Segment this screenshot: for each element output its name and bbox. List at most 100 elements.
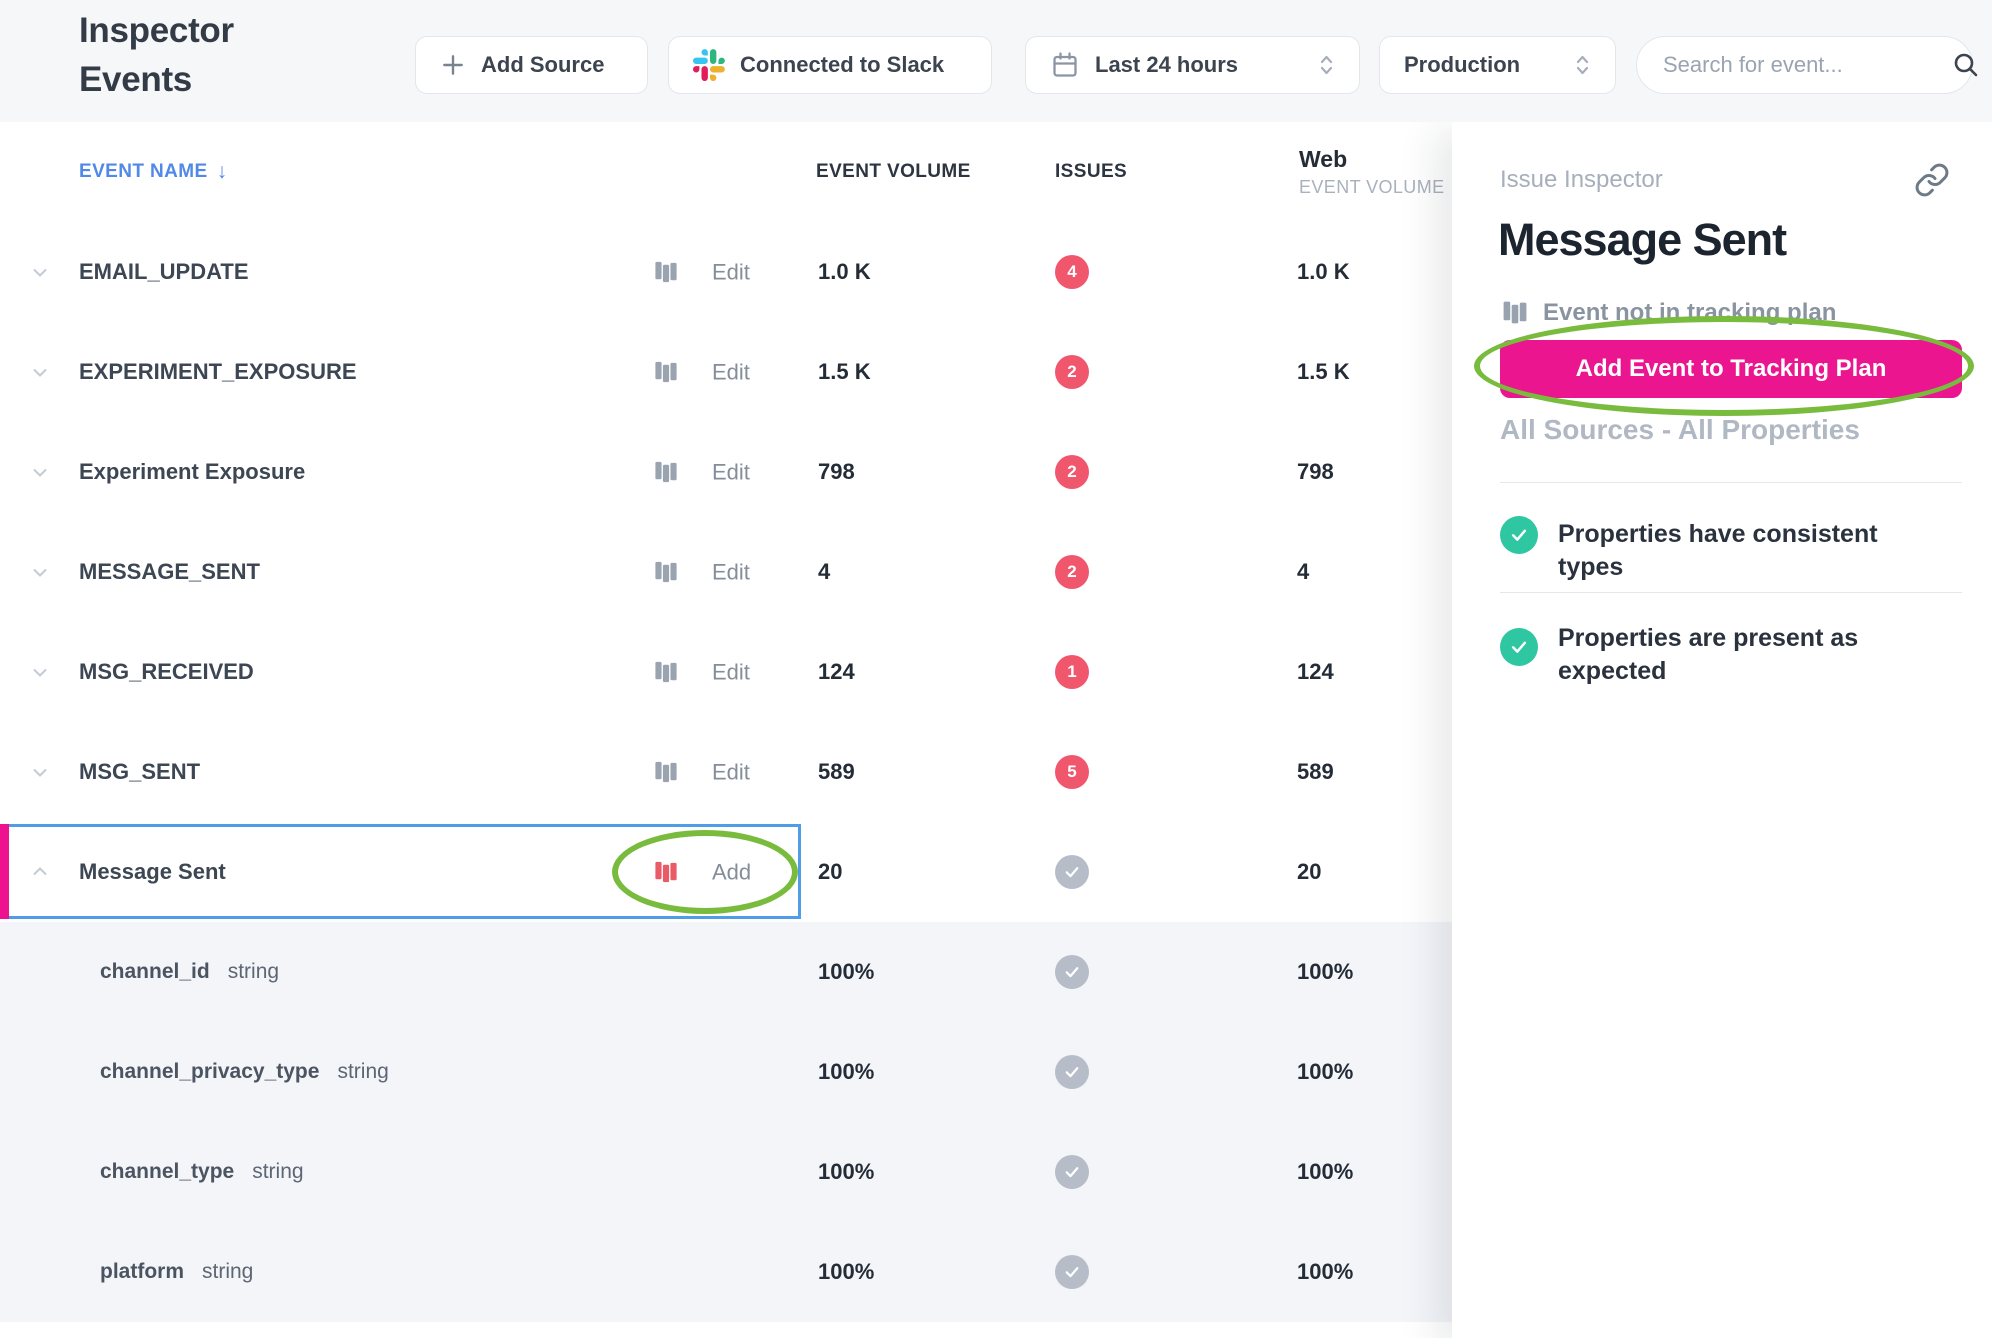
event-row[interactable]: Experiment Exposure Edit 798 2 798 bbox=[0, 422, 1452, 522]
event-volume-value: 4 bbox=[818, 559, 831, 584]
map-book-icon bbox=[652, 259, 680, 286]
chevron-down-icon[interactable] bbox=[28, 260, 52, 284]
event-name: EXPERIMENT_EXPOSURE bbox=[79, 359, 357, 384]
property-volume-value: 100% bbox=[818, 959, 875, 984]
plus-icon bbox=[440, 52, 466, 78]
issues-badge[interactable]: 2 bbox=[1055, 455, 1089, 489]
property-volume-value: 100% bbox=[818, 1259, 875, 1284]
chevron-down-icon[interactable] bbox=[28, 360, 52, 384]
property-row[interactable]: channel_type string 100% 100% bbox=[0, 1122, 1452, 1222]
issues-badge[interactable]: 1 bbox=[1055, 655, 1089, 689]
tracking-plan-status-label: Event not in tracking plan bbox=[1543, 298, 1837, 326]
toolbar: Inspector Events Add Source Connected to… bbox=[0, 0, 1992, 122]
event-name: Message Sent bbox=[79, 859, 226, 884]
chevron-down-icon[interactable] bbox=[28, 560, 52, 584]
map-book-icon bbox=[652, 759, 680, 786]
property-type: string bbox=[227, 960, 280, 983]
web-volume-value: 589 bbox=[1297, 759, 1334, 784]
success-check-icon bbox=[1500, 628, 1538, 666]
event-row[interactable]: EXPERIMENT_EXPOSURE Edit 1.5 K 2 1.5 K bbox=[0, 322, 1452, 422]
search-icon[interactable] bbox=[1951, 50, 1981, 80]
event-volume-value: 798 bbox=[818, 459, 855, 484]
issues-badge[interactable]: 5 bbox=[1055, 755, 1089, 789]
time-range-value: Last 24 hours bbox=[1095, 52, 1239, 77]
sort-desc-icon: ↓ bbox=[216, 160, 228, 183]
slack-status-label: Connected to Slack bbox=[740, 52, 945, 77]
column-header-event-volume: EVENT VOLUME bbox=[816, 161, 971, 182]
property-web-volume-value: 100% bbox=[1297, 959, 1354, 984]
add-event-to-tracking-plan-button[interactable]: Add Event to Tracking Plan bbox=[1500, 340, 1962, 398]
environment-select[interactable]: Production bbox=[1379, 36, 1616, 94]
ok-check-icon bbox=[1055, 1055, 1089, 1089]
slack-icon bbox=[693, 49, 725, 81]
check-item: Properties are present as expected bbox=[1500, 624, 1908, 688]
event-row-selected[interactable]: Message Sent Add 20 20 bbox=[0, 822, 1452, 922]
issue-inspector-panel: Issue Inspector Message Sent Event not i… bbox=[1452, 122, 1992, 1338]
property-type: string bbox=[202, 1260, 254, 1283]
edit-label: Edit bbox=[712, 459, 750, 484]
property-name: platform bbox=[100, 1260, 184, 1283]
chevron-down-icon[interactable] bbox=[28, 660, 52, 684]
issues-badge[interactable]: 2 bbox=[1055, 555, 1089, 589]
event-name: MESSAGE_SENT bbox=[79, 559, 260, 584]
property-name: channel_privacy_type bbox=[100, 1060, 320, 1083]
edit-in-tracking-plan-link[interactable]: Edit bbox=[652, 359, 750, 386]
events-table: EVENT NAME ↓ EVENT VOLUME ISSUES Web EVE… bbox=[0, 122, 1452, 1322]
edit-label: Edit bbox=[712, 759, 750, 784]
web-volume-value: 4 bbox=[1297, 559, 1310, 584]
ok-check-icon bbox=[1055, 855, 1089, 889]
connected-to-slack-button[interactable]: Connected to Slack bbox=[668, 36, 992, 94]
map-book-icon bbox=[652, 459, 680, 486]
web-volume-value: 1.5 K bbox=[1297, 359, 1350, 384]
map-book-icon bbox=[652, 359, 680, 386]
divider bbox=[1500, 482, 1962, 483]
property-row[interactable]: channel_id string 100% 100% bbox=[0, 922, 1452, 1022]
time-range-select[interactable]: Last 24 hours bbox=[1025, 36, 1360, 94]
chevron-up-icon[interactable] bbox=[28, 860, 52, 884]
column-header-event-name[interactable]: EVENT NAME ↓ bbox=[79, 160, 228, 183]
ok-check-icon bbox=[1055, 1255, 1089, 1289]
edit-label: Edit bbox=[712, 659, 750, 684]
add-to-tracking-plan-link[interactable]: Add bbox=[652, 859, 751, 886]
environment-value: Production bbox=[1404, 52, 1521, 77]
issues-badge[interactable]: 4 bbox=[1055, 255, 1089, 289]
property-volume-value: 100% bbox=[818, 1159, 875, 1184]
event-row[interactable]: EMAIL_UPDATE Edit 1.0 K 4 1.0 K bbox=[0, 222, 1452, 322]
property-web-volume-value: 100% bbox=[1297, 1159, 1354, 1184]
ok-check-icon bbox=[1055, 1155, 1089, 1189]
map-book-icon bbox=[652, 559, 680, 586]
event-row[interactable]: MSG_RECEIVED Edit 124 1 124 bbox=[0, 622, 1452, 722]
edit-in-tracking-plan-link[interactable]: Edit bbox=[652, 659, 750, 686]
edit-label: Edit bbox=[712, 259, 750, 284]
issues-badge[interactable]: 2 bbox=[1055, 355, 1089, 389]
link-icon[interactable] bbox=[1910, 158, 1954, 202]
property-type: string bbox=[252, 1160, 304, 1183]
property-type: string bbox=[337, 1060, 389, 1083]
property-row[interactable]: channel_privacy_type string 100% 100% bbox=[0, 1022, 1452, 1122]
event-volume-value: 1.0 K bbox=[818, 259, 871, 284]
scope-label: All Sources - All Properties bbox=[1500, 414, 1860, 445]
edit-label: Edit bbox=[712, 359, 750, 384]
chevron-down-icon[interactable] bbox=[28, 760, 52, 784]
chevron-down-icon[interactable] bbox=[28, 460, 52, 484]
edit-in-tracking-plan-link[interactable]: Edit bbox=[652, 259, 750, 286]
property-row[interactable]: platform string 100% 100% bbox=[0, 1222, 1452, 1322]
event-name: MSG_SENT bbox=[79, 759, 201, 784]
search-input[interactable] bbox=[1663, 52, 1951, 78]
edit-in-tracking-plan-link[interactable]: Edit bbox=[652, 459, 750, 486]
event-search[interactable] bbox=[1636, 36, 1978, 94]
event-name: MSG_RECEIVED bbox=[79, 659, 254, 684]
add-label: Add bbox=[712, 859, 752, 884]
map-book-icon bbox=[652, 659, 680, 686]
select-updown-icon bbox=[1318, 50, 1335, 80]
edit-in-tracking-plan-link[interactable]: Edit bbox=[652, 759, 750, 786]
property-web-volume-value: 100% bbox=[1297, 1059, 1354, 1084]
edit-in-tracking-plan-link[interactable]: Edit bbox=[652, 559, 750, 586]
web-volume-value: 20 bbox=[1297, 859, 1322, 884]
web-event-volume-label: EVENT VOLUME bbox=[1299, 177, 1445, 197]
event-row[interactable]: MESSAGE_SENT Edit 4 2 4 bbox=[0, 522, 1452, 622]
check-item-label: Properties have consistent types bbox=[1558, 520, 1878, 581]
event-row[interactable]: MSG_SENT Edit 589 5 589 bbox=[0, 722, 1452, 822]
add-source-label: Add Source bbox=[481, 52, 605, 77]
add-source-button[interactable]: Add Source bbox=[415, 36, 648, 94]
